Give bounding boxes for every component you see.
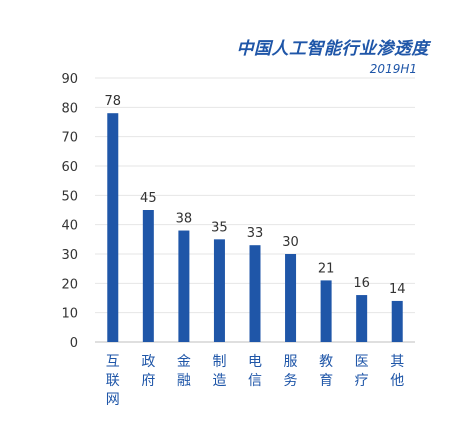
data-label: 35: [211, 220, 228, 235]
x-tick-label: 医疗: [355, 354, 369, 389]
bar-2: [142, 210, 154, 342]
y-tick-label: 20: [61, 277, 78, 292]
y-axis: 0 10 20 30 40 50 60 70 80 90: [61, 72, 78, 351]
x-tick-label: 其他: [390, 354, 404, 389]
data-label: 14: [389, 282, 406, 297]
y-tick-label: 90: [61, 72, 78, 87]
data-label: 30: [282, 235, 299, 250]
data-label: 78: [105, 94, 122, 109]
bar-7: [320, 280, 332, 342]
data-label: 16: [353, 276, 370, 291]
x-tick-label: 服务: [284, 354, 298, 389]
chart-title: 中国人工智能行业渗透度: [236, 39, 429, 59]
y-tick-label: 60: [61, 160, 78, 175]
y-tick-label: 40: [61, 219, 78, 234]
bar-1: [107, 113, 119, 342]
y-tick-label: 50: [61, 189, 78, 204]
x-tick-label: 金融: [177, 354, 191, 389]
bar-3: [178, 230, 190, 342]
x-tick-label: 教育: [319, 354, 333, 389]
y-tick-label: 80: [61, 101, 78, 116]
bar-6: [285, 254, 297, 342]
bar-4: [213, 239, 225, 342]
x-tick-label: 政府: [141, 354, 155, 389]
x-tick-label: 互联网: [106, 354, 120, 408]
data-label: 21: [318, 261, 335, 276]
data-labels: 78 45 38 35 33 30 21 16 14: [105, 94, 406, 297]
y-tick-label: 70: [61, 131, 78, 146]
data-label: 38: [176, 212, 193, 227]
x-tick-label: 电信: [248, 354, 262, 389]
bar-8: [356, 295, 368, 342]
y-tick-label: 10: [61, 307, 78, 322]
y-tick-label: 30: [61, 248, 78, 263]
data-label: 33: [247, 226, 264, 241]
y-tick-label: 0: [70, 336, 78, 351]
data-label: 45: [140, 191, 157, 206]
bars: [107, 113, 403, 342]
bar-5: [249, 245, 261, 342]
x-tick-label: 制造: [212, 354, 226, 389]
chart-subtitle: 2019H1: [369, 62, 417, 76]
bar-9: [391, 300, 403, 342]
